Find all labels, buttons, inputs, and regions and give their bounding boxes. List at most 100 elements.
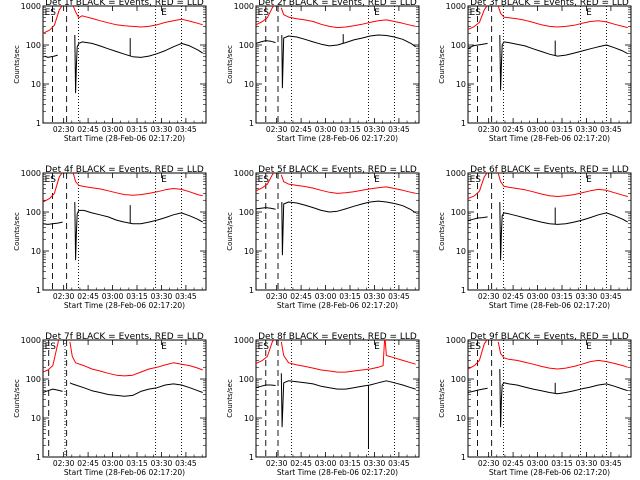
x-tick-label: 02:30 xyxy=(478,459,500,468)
y-tick-label: 10 xyxy=(31,414,41,423)
detector-panel: Det 6f BLACK = Events, RED = LLD 1 10 100 10… xyxy=(438,165,632,310)
marker-label-es: ES xyxy=(45,342,57,352)
y-tick-label: 100 xyxy=(239,41,254,50)
series-line-lld xyxy=(72,6,203,28)
y-tick-label: 10 xyxy=(31,80,41,89)
y-tick-label: 1 xyxy=(36,119,41,128)
y-tick-label: 100 xyxy=(239,375,254,384)
plot-frame xyxy=(42,5,207,124)
series-lld xyxy=(468,340,628,370)
x-tick-label: 02:30 xyxy=(478,125,500,134)
detector-panel: Det 9f BLACK = Events, RED = LLD 1 10 100 10… xyxy=(438,332,632,477)
detector-panel: Det 4f BLACK = Events, RED = LLD 1 10 100 10… xyxy=(13,165,207,310)
y-axis-label: Counts/sec xyxy=(438,379,446,418)
y-tick-label: 1000 xyxy=(446,169,466,178)
detector-panel: Det 2f BLACK = Events, RED = LLD 1 10 100 10… xyxy=(226,0,420,143)
y-tick-label: 100 xyxy=(26,375,41,384)
x-tick-label: 02:45 xyxy=(290,125,312,134)
y-axis-label: Counts/sec xyxy=(438,212,446,251)
chart-title: Det 7f BLACK = Events, RED = LLD xyxy=(45,332,204,342)
series-line-lld xyxy=(256,173,275,192)
x-tick-label: 03:45 xyxy=(175,125,197,134)
chart-title: Det 5f BLACK = Events, RED = LLD xyxy=(258,165,417,175)
series-line-lld xyxy=(43,340,60,373)
x-tick-label: 02:30 xyxy=(53,292,75,301)
series-line-lld xyxy=(468,173,488,200)
series-events xyxy=(256,373,416,450)
y-axis-label: Counts/sec xyxy=(13,45,21,84)
plot-frame xyxy=(467,5,632,124)
y-tick-label: 1000 xyxy=(446,2,466,11)
series-line-lld xyxy=(43,6,63,34)
x-axis-label: Start Time (28-Feb-06 02:17:20) xyxy=(277,301,398,310)
series-line-lld xyxy=(69,341,203,377)
x-tick-label: 03:15 xyxy=(126,459,148,468)
y-tick-label: 1 xyxy=(249,453,254,462)
x-tick-label: 03:00 xyxy=(315,459,337,468)
y-tick-label: 10 xyxy=(31,247,41,256)
y-tick-label: 100 xyxy=(451,375,466,384)
x-tick-label: 03:15 xyxy=(551,292,573,301)
x-tick-label: 03:45 xyxy=(388,125,410,134)
y-axis-label: Counts/sec xyxy=(438,45,446,84)
series-line-lld xyxy=(497,341,628,370)
x-tick-label: 02:30 xyxy=(266,292,288,301)
series-line-lld xyxy=(280,340,416,373)
x-tick-label: 03:15 xyxy=(339,125,361,134)
plot-frame xyxy=(467,172,632,291)
series-lld xyxy=(256,340,416,373)
marker-label-es: ES xyxy=(45,8,57,18)
x-tick-label: 02:45 xyxy=(77,292,99,301)
y-tick-label: 1000 xyxy=(446,336,466,345)
detector-panel: Det 7f BLACK = Events, RED = LLD 1 10 100 10… xyxy=(13,332,207,477)
series-line-events xyxy=(281,200,416,256)
marker-label-e: E xyxy=(374,175,380,185)
y-tick-label: 100 xyxy=(451,208,466,217)
x-tick-label: 03:45 xyxy=(388,292,410,301)
marker-label-e: E xyxy=(374,8,380,18)
y-axis-label: Counts/sec xyxy=(226,379,234,418)
detector-panel: Det 1f BLACK = Events, RED = LLD 1 10 100 10… xyxy=(13,0,207,143)
series-events xyxy=(256,34,416,89)
series-line-events xyxy=(468,42,488,50)
y-tick-label: 10 xyxy=(244,247,254,256)
x-tick-label: 02:30 xyxy=(53,459,75,468)
x-tick-label: 02:30 xyxy=(266,125,288,134)
series-events xyxy=(43,201,203,261)
series-lld xyxy=(43,173,203,203)
x-tick-label: 03:30 xyxy=(576,292,598,301)
plot-frame xyxy=(255,172,420,291)
x-tick-label: 03:00 xyxy=(527,125,549,134)
x-axis-label: Start Time (28-Feb-06 02:17:20) xyxy=(64,301,185,310)
y-tick-label: 1 xyxy=(461,286,466,295)
x-axis-label: Start Time (28-Feb-06 02:17:20) xyxy=(489,134,610,143)
x-tick-label: 03:30 xyxy=(151,125,173,134)
marker-label-e: E xyxy=(586,342,592,352)
x-tick-label: 03:45 xyxy=(175,292,197,301)
chart-title: Det 9f BLACK = Events, RED = LLD xyxy=(470,332,629,342)
y-tick-label: 1000 xyxy=(21,2,41,11)
marker-label-e: E xyxy=(586,8,592,18)
x-tick-label: 03:00 xyxy=(315,125,337,134)
x-tick-label: 02:45 xyxy=(502,292,524,301)
series-events xyxy=(468,201,628,261)
series-line-events xyxy=(499,34,628,91)
x-tick-label: 03:30 xyxy=(151,292,173,301)
x-tick-label: 03:30 xyxy=(151,459,173,468)
x-tick-label: 03:30 xyxy=(364,459,386,468)
marker-label-es: ES xyxy=(470,175,482,185)
x-tick-label: 03:30 xyxy=(364,125,386,134)
series-line-events xyxy=(468,216,488,222)
series-lld xyxy=(256,173,416,194)
plot-frame xyxy=(255,339,420,458)
plot-frame xyxy=(42,172,207,291)
x-axis-label: Start Time (28-Feb-06 02:17:20) xyxy=(277,468,398,477)
series-line-lld xyxy=(497,6,628,29)
series-events xyxy=(44,34,203,94)
series-line-lld xyxy=(280,174,416,194)
series-line-events xyxy=(280,373,416,428)
chart-title: Det 1f BLACK = Events, RED = LLD xyxy=(45,0,204,8)
y-tick-label: 100 xyxy=(26,208,41,217)
x-tick-label: 03:15 xyxy=(339,459,361,468)
